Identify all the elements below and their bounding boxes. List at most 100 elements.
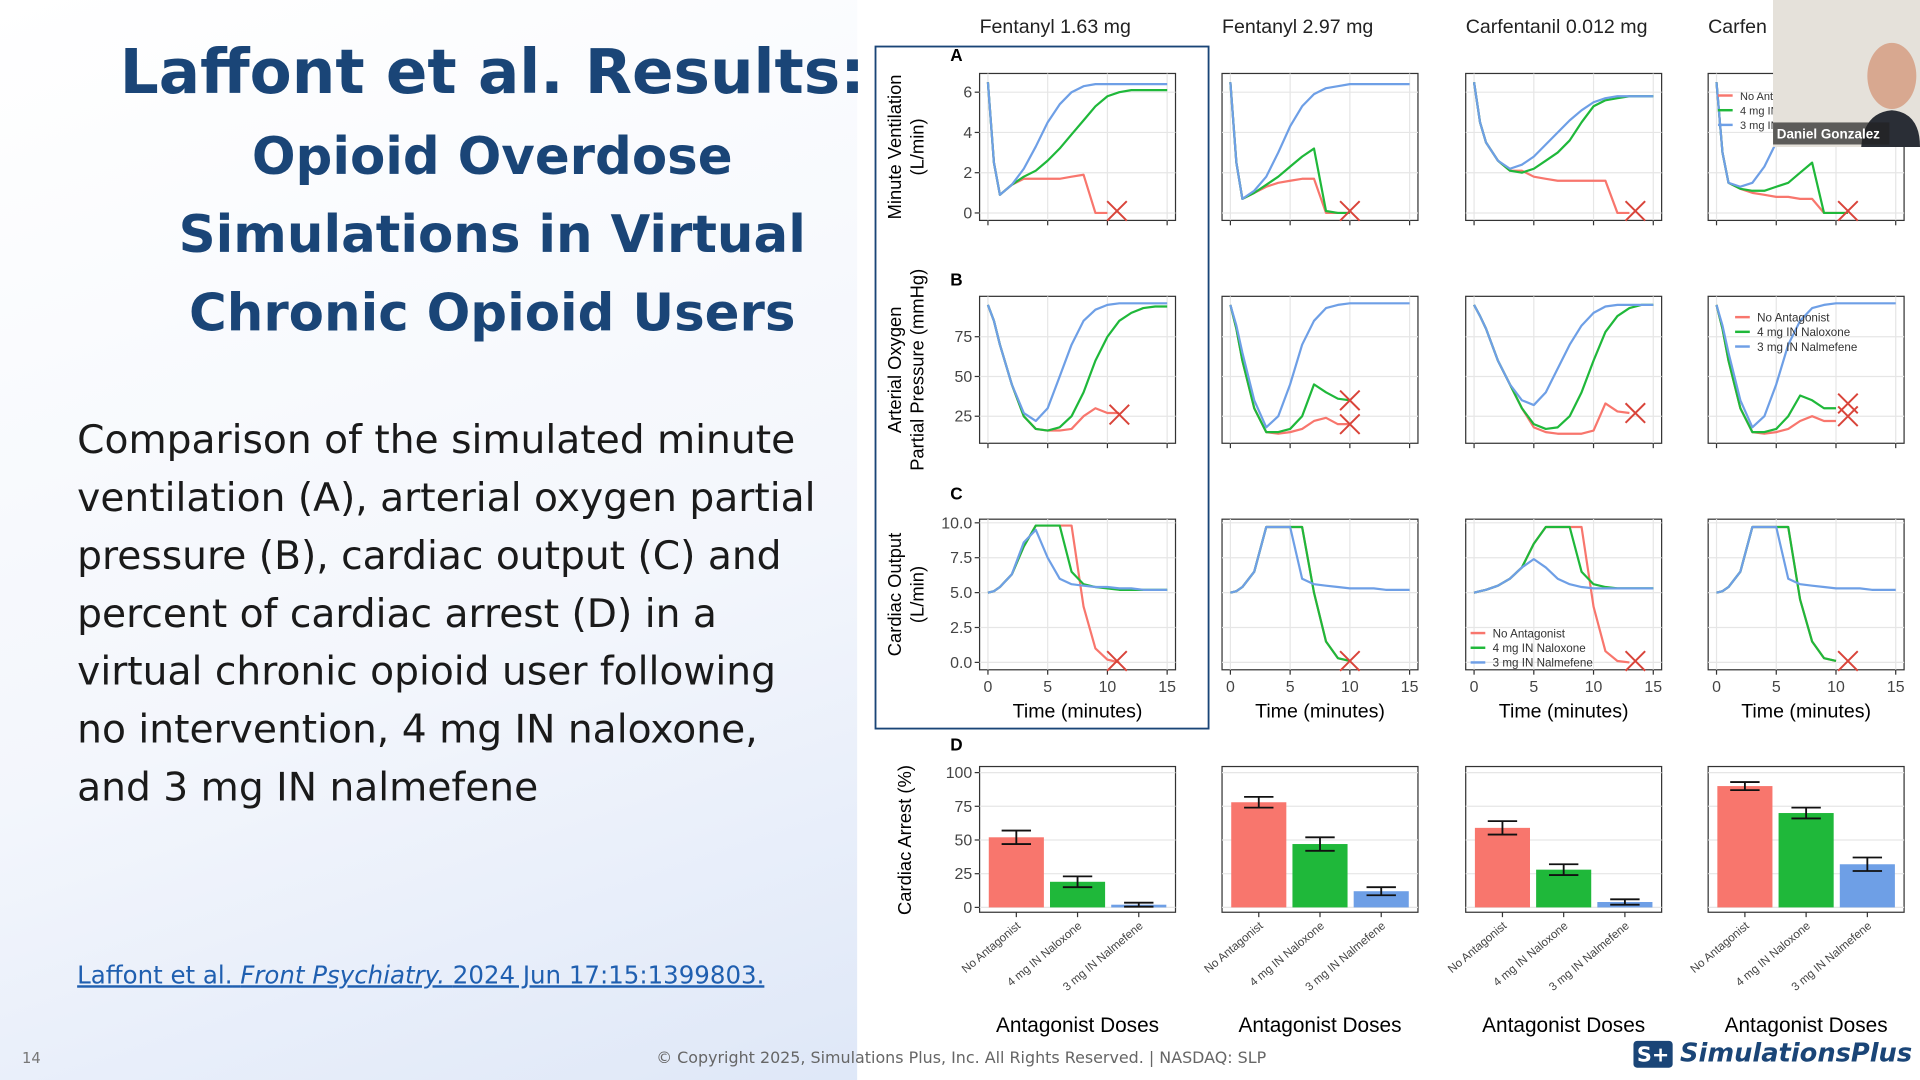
- y-tick-label: 75: [955, 329, 973, 346]
- series-line: [1715, 304, 1837, 434]
- legend-label: No Antagonist: [1493, 627, 1566, 640]
- plot-area: [1707, 518, 1905, 671]
- plot-area: [1221, 295, 1419, 444]
- y-tick-label: 0.0: [950, 655, 972, 672]
- x-tick-label: 15: [1401, 679, 1419, 696]
- x-tick-label: 0: [984, 679, 993, 696]
- column-title: Fentanyl 2.97 mg: [1222, 16, 1373, 38]
- slide-text: Laffont et al. Results: Opioid Overdose …: [22, 37, 1912, 1069]
- citation[interactable]: Laffont et al. Front Psychiatry. 2024 Ju…: [77, 960, 764, 989]
- webcam-name-bg: [1773, 122, 1890, 145]
- y-tick-label: 100: [946, 765, 973, 782]
- slide-title: Laffont et al. Results:: [120, 37, 865, 108]
- slide-subtitle: Simulations in Virtual: [179, 205, 806, 265]
- series-line: [986, 82, 1168, 196]
- y-axis-label: Cardiac Output: [884, 533, 905, 656]
- logo-icon: [1633, 1040, 1673, 1068]
- slide-subtitle: Opioid Overdose: [252, 127, 733, 187]
- citation-journal[interactable]: Front Psychiatry.: [240, 960, 445, 989]
- copyright: © Copyright 2025, Simulations Plus, Inc.…: [656, 1048, 1266, 1067]
- series-line: [986, 302, 1168, 423]
- death-marker: [1108, 404, 1130, 426]
- x-tick-label: 10: [1099, 679, 1117, 696]
- plot-area: [978, 72, 1177, 222]
- series-line: [1229, 302, 1410, 429]
- death-marker: [1837, 405, 1859, 427]
- error-bar: [1487, 820, 1518, 836]
- x-tick-label: 5: [1772, 679, 1781, 696]
- x-tick-label: 10: [1585, 679, 1603, 696]
- x-tick-label: 10: [1827, 679, 1845, 696]
- bar: [988, 837, 1044, 908]
- body-line: ventilation (A), arterial oxygen partial: [77, 476, 815, 521]
- y-tick-label: 25: [955, 409, 973, 426]
- death-marker: [1837, 200, 1859, 222]
- x-tick-label: 5: [1529, 679, 1538, 696]
- column-title: Fentanyl 1.63 mg: [980, 16, 1131, 38]
- citation-details[interactable]: 2024 Jun 17:15:1399803.: [453, 960, 765, 989]
- x-tick-label: 15: [1158, 679, 1176, 696]
- y-axis-label: (L/min): [906, 566, 927, 623]
- series-line: [1472, 82, 1654, 170]
- panel-letter: D: [950, 735, 962, 755]
- plot-area: [1221, 518, 1419, 671]
- x-axis-label: Time (minutes): [1013, 701, 1143, 723]
- bar: [1231, 802, 1287, 908]
- legend-label: 4 mg IN Naloxone: [1757, 326, 1850, 339]
- y-tick-label: 0: [963, 205, 972, 222]
- column-title: Carfen: [1708, 16, 1767, 38]
- error-bar: [1791, 806, 1821, 820]
- death-marker: [1339, 413, 1361, 435]
- plot-area: [1465, 518, 1663, 671]
- x-axis-label: Time (minutes): [1255, 701, 1385, 723]
- death-marker: [1339, 389, 1361, 411]
- y-tick-label: 25: [955, 866, 973, 883]
- death-marker: [1624, 200, 1646, 222]
- error-bar: [1730, 781, 1760, 792]
- body-text: Comparison of the simulated minute ventil…: [77, 418, 815, 811]
- citation-authors[interactable]: Laffont et al.: [77, 960, 232, 989]
- webcam: Daniel Gonzalez: [1773, 0, 1920, 147]
- legend-label: 3 mg IN Nalmefene: [1757, 341, 1857, 354]
- body-line: virtual chronic opioid user following: [77, 650, 776, 695]
- y-tick-label: 5.0: [950, 585, 972, 602]
- y-tick-label: 50: [955, 369, 973, 386]
- bar: [1778, 813, 1834, 908]
- bar: [1292, 844, 1348, 908]
- death-marker: [1624, 402, 1646, 424]
- y-tick-label: 75: [955, 799, 973, 816]
- x-tick-label: 0: [1226, 679, 1235, 696]
- y-axis-label: Arterial Oxygen: [884, 307, 905, 434]
- error-bar: [1305, 836, 1335, 852]
- webcam-face: [1867, 42, 1917, 109]
- series-line: [1473, 558, 1654, 594]
- panel-letter: B: [950, 269, 962, 289]
- error-bar: [1001, 829, 1032, 845]
- series-line: [1715, 302, 1896, 429]
- body-line: and 3 mg IN nalmefene: [77, 766, 538, 811]
- series-line: [987, 528, 1168, 594]
- page-number: 14: [22, 1050, 41, 1067]
- plot-area: [978, 518, 1177, 671]
- x-tick-label: 15: [1887, 679, 1905, 696]
- y-tick-label: 0: [963, 900, 972, 917]
- legend-label: 4 mg IN Naloxone: [1493, 642, 1586, 655]
- series-line: [1230, 525, 1410, 594]
- series-line: [1229, 82, 1410, 200]
- error-bar: [1124, 901, 1154, 908]
- x-axis-label: Time (minutes): [1499, 701, 1629, 723]
- legend-label: No Antagonist: [1757, 311, 1830, 324]
- y-tick-label: 2: [963, 165, 972, 182]
- y-axis-label: Minute Ventilation: [884, 74, 905, 219]
- y-axis-label: Cardiac Arrest (%): [894, 765, 915, 915]
- bar: [1717, 786, 1773, 908]
- y-tick-label: 50: [955, 833, 973, 850]
- x-axis-label: Antagonist Doses: [996, 1014, 1159, 1037]
- body-line: Comparison of the simulated minute: [77, 418, 795, 463]
- series-line: [1716, 525, 1896, 594]
- plot-area: [978, 295, 1177, 444]
- error-bar: [1244, 795, 1274, 809]
- panel-letter: A: [950, 45, 962, 65]
- highlight-box: [874, 45, 1210, 730]
